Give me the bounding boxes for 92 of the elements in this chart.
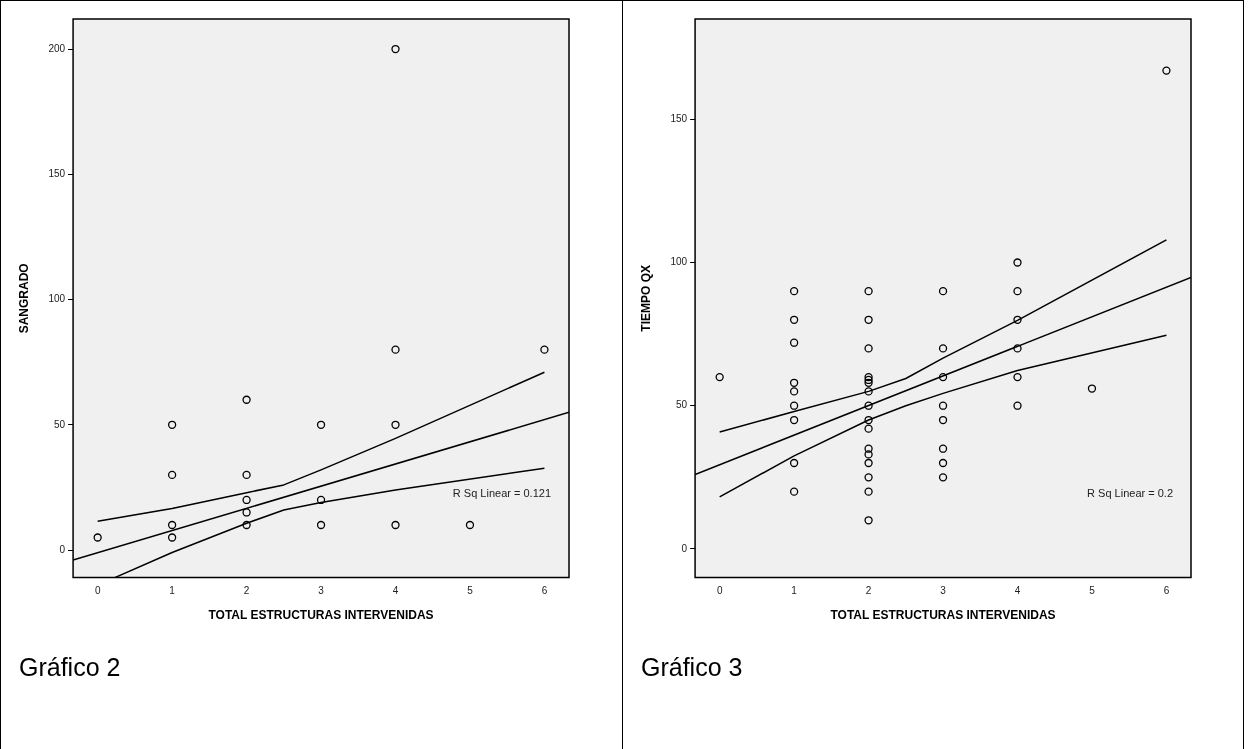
- point: [938, 473, 948, 482]
- point: [1013, 286, 1022, 296]
- point: [789, 415, 799, 425]
- x-tick-label: 6: [1163, 585, 1170, 597]
- x-tick-label: 3: [318, 585, 325, 597]
- point: [864, 344, 873, 353]
- point: [864, 315, 873, 324]
- point: [938, 286, 948, 296]
- point: [938, 415, 948, 425]
- x-tick-label: 5: [467, 585, 474, 597]
- point: [316, 520, 326, 530]
- point: [1087, 384, 1097, 393]
- x-tick-label: 5: [1089, 585, 1096, 597]
- point: [789, 487, 799, 496]
- point: [789, 338, 799, 347]
- point: [167, 470, 177, 480]
- y-tick-label: 100: [48, 293, 66, 305]
- y-tick-label: 50: [53, 418, 66, 430]
- point: [391, 520, 400, 530]
- point: [465, 520, 475, 530]
- point: [167, 533, 177, 542]
- point: [938, 444, 948, 453]
- point: [789, 401, 799, 410]
- point: [864, 444, 873, 453]
- point: [789, 378, 799, 387]
- point: [938, 344, 948, 353]
- point: [167, 520, 177, 530]
- point: [864, 372, 873, 382]
- point: [938, 401, 948, 410]
- point: [789, 387, 799, 396]
- point: [864, 415, 873, 425]
- y-tick-label: 150: [670, 113, 688, 125]
- x-axis-title: TOTAL ESTRUCTURAS INTERVENIDAS: [208, 608, 434, 623]
- point: [1013, 372, 1022, 382]
- point: [242, 495, 251, 505]
- y-axis-title: TIEMPO QX: [638, 264, 653, 332]
- point: [938, 458, 948, 468]
- point: [789, 286, 799, 296]
- text: Gráfico 3: [641, 653, 743, 682]
- y-tick-label: 100: [670, 256, 688, 268]
- y-tick-label: 200: [48, 42, 66, 54]
- point: [1013, 258, 1022, 267]
- x-axis-title: TOTAL ESTRUCTURAS INTERVENIDAS: [830, 608, 1056, 623]
- annotation: R Sq Linear = 0.2: [1087, 486, 1173, 499]
- point: [789, 458, 799, 468]
- annotation: R Sq Linear = 0.121: [452, 486, 551, 499]
- x-tick-label: 0: [94, 585, 101, 597]
- point: [167, 420, 177, 429]
- point: [938, 372, 948, 382]
- point: [715, 372, 724, 382]
- point: [242, 520, 251, 530]
- point: [1162, 66, 1171, 75]
- point: [242, 508, 251, 517]
- point: [1013, 401, 1022, 410]
- point: [316, 420, 326, 429]
- x-tick-label: 6: [541, 585, 548, 597]
- point: [864, 424, 873, 433]
- point: [864, 286, 873, 296]
- point: [1013, 315, 1022, 324]
- x-tick-label: 4: [392, 585, 399, 597]
- point: [1013, 344, 1022, 353]
- point: [864, 378, 873, 387]
- y-axis-title: SANGRADO: [16, 263, 31, 334]
- point: [864, 458, 873, 468]
- y-tick-label: 0: [59, 543, 66, 555]
- point: [93, 533, 102, 542]
- x-tick-label: 2: [865, 585, 872, 597]
- y-tick-label: 150: [48, 168, 66, 180]
- point: [864, 401, 873, 410]
- point: [864, 516, 873, 525]
- point: [316, 495, 326, 505]
- x-tick-label: 1: [169, 585, 176, 597]
- point: [242, 395, 251, 404]
- point: [391, 44, 400, 54]
- point: [789, 315, 799, 324]
- x-tick-label: 0: [716, 585, 723, 597]
- point: [864, 387, 873, 396]
- x-tick-label: 4: [1014, 585, 1021, 597]
- point: [242, 470, 251, 480]
- point: [540, 345, 549, 354]
- x-tick-label: 1: [791, 585, 798, 597]
- y-tick-label: 0: [681, 542, 688, 554]
- text: Gráfico 2: [19, 653, 121, 682]
- x-tick-label: 3: [940, 585, 947, 597]
- point: [391, 420, 400, 429]
- point: [864, 375, 873, 385]
- point: [864, 487, 873, 496]
- point: [864, 450, 873, 459]
- point: [391, 345, 400, 354]
- x-tick-label: 2: [243, 585, 250, 597]
- point: [864, 473, 873, 482]
- y-tick-label: 50: [675, 399, 688, 411]
